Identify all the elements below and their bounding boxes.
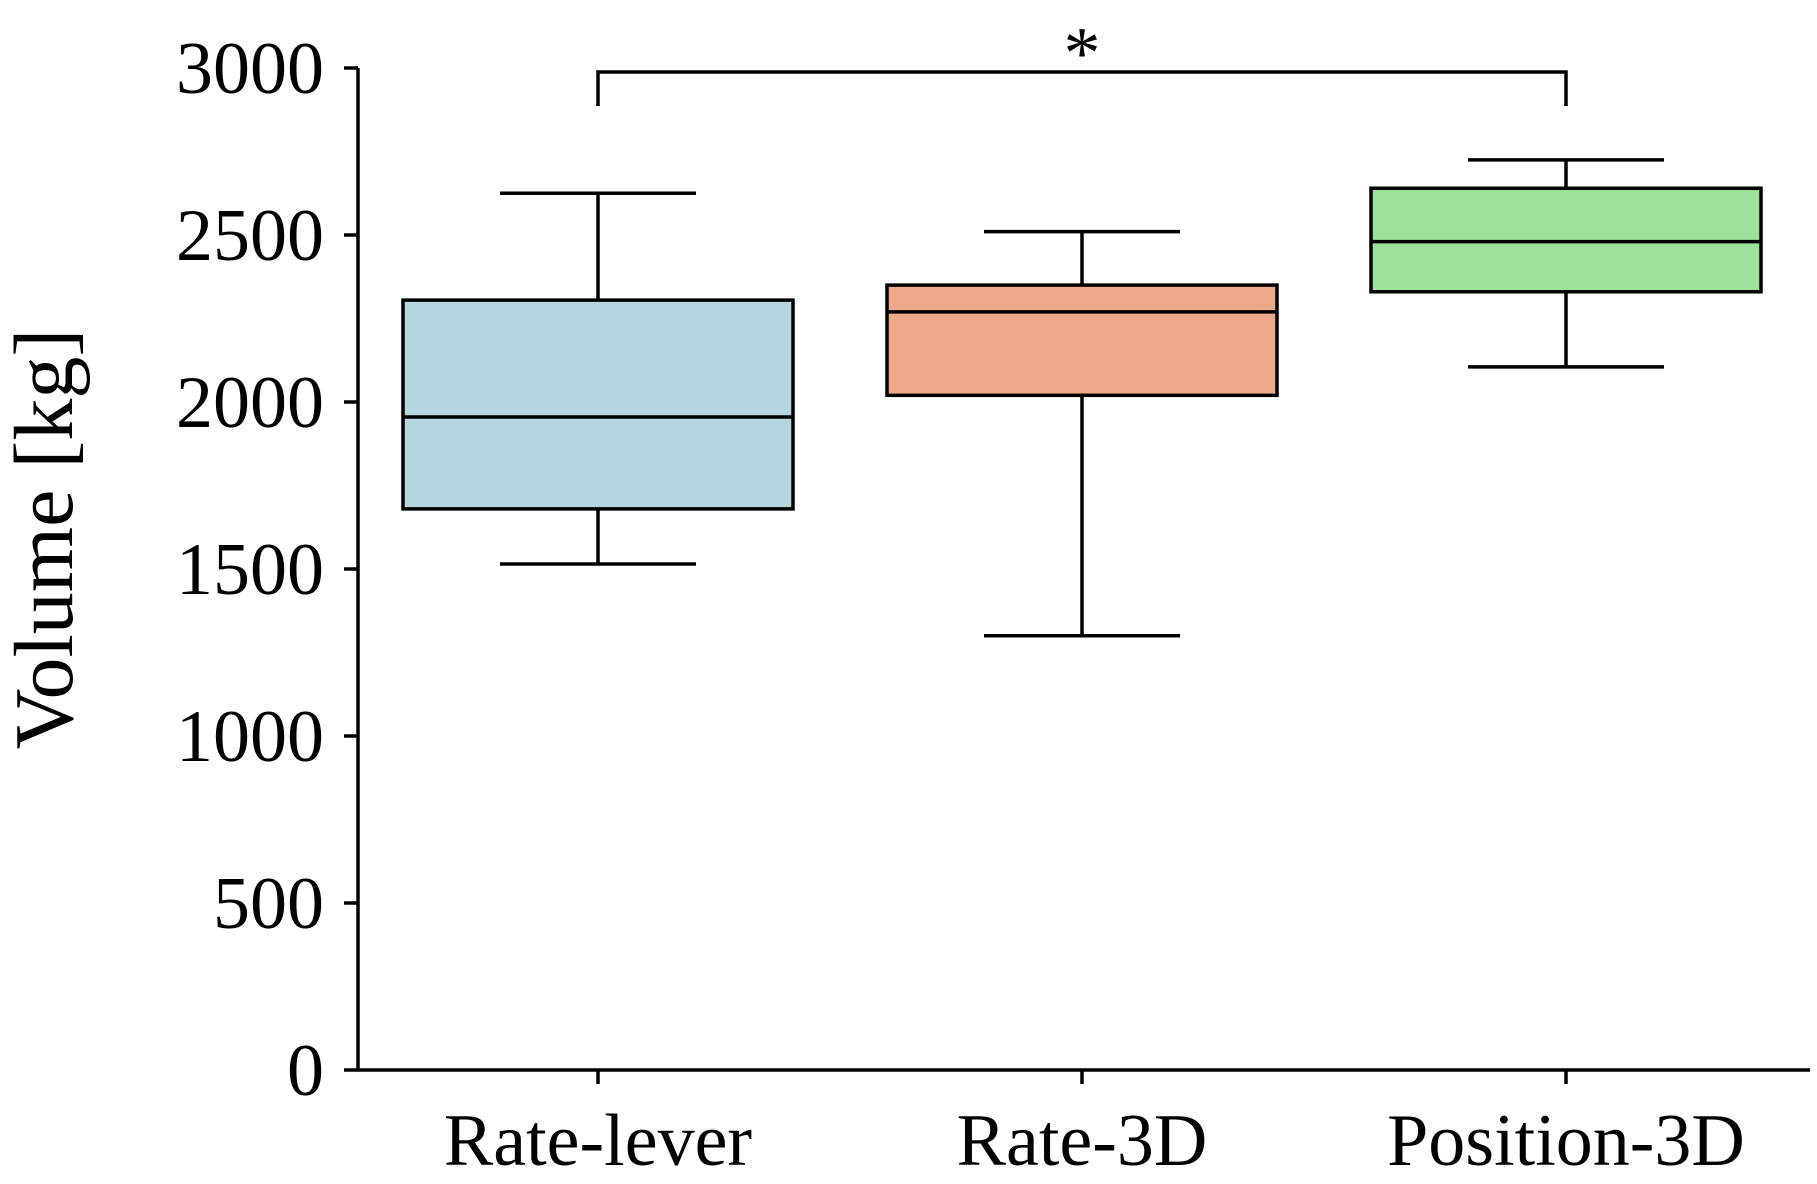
- y-tick-label: 2500: [176, 195, 324, 277]
- iqr-box: [885, 283, 1279, 398]
- y-tick-label: 3000: [176, 28, 324, 110]
- significance-label: *: [1064, 13, 1101, 95]
- y-tick-label: 500: [213, 863, 324, 945]
- y-ticks: 0 500 1000 1500 2000 2500 3000: [176, 28, 358, 1112]
- x-tick-label: Rate-lever: [444, 1100, 752, 1182]
- y-tick-label: 0: [287, 1030, 324, 1112]
- x-tick-label: Rate-3D: [957, 1100, 1208, 1182]
- y-axis-title: Volume [kg]: [0, 329, 91, 750]
- significance-bracket: [596, 70, 1568, 106]
- box-rate-3d: [885, 229, 1279, 638]
- x-ticks: Rate-lever Rate-3D Position-3D: [444, 1070, 1745, 1182]
- box-position-3d: [1369, 158, 1763, 369]
- y-tick-label: 1000: [176, 696, 324, 778]
- boxes: [401, 158, 1763, 638]
- x-tick-label: Position-3D: [1387, 1100, 1745, 1182]
- significance-annotations: *: [596, 13, 1568, 106]
- y-tick-label: 2000: [176, 362, 324, 444]
- box-rate-lever: [401, 191, 795, 566]
- iqr-box: [401, 298, 795, 511]
- y-tick-label: 1500: [176, 529, 324, 611]
